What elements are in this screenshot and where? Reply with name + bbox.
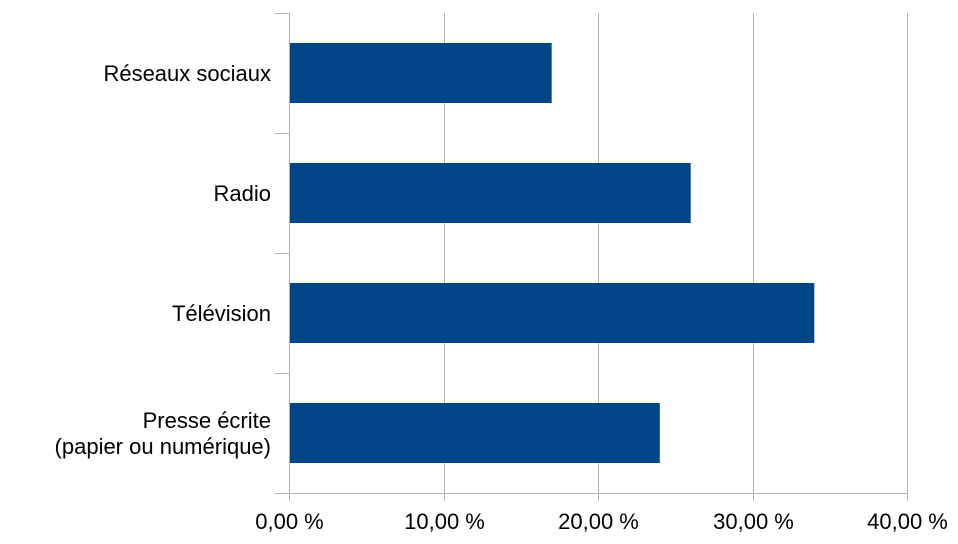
axes-layer [275, 13, 908, 501]
y-category-label: (papier ou numérique) [55, 434, 271, 459]
x-tick-label: 20,00 % [558, 509, 639, 534]
y-category-label: Presse écrite [143, 408, 271, 433]
bars-layer [289, 43, 815, 463]
x-tick-label: 30,00 % [713, 509, 794, 534]
y-category-label: Radio [214, 181, 271, 206]
y-category-label: Réseaux sociaux [103, 61, 271, 86]
bar [289, 43, 552, 103]
bar [289, 163, 691, 223]
labels-layer: 0,00 % 10,00 % 20,00 % 30,00 % 40,00 % Presse… [55, 61, 948, 534]
y-category-label: Télévision [172, 301, 271, 326]
x-tick-label: 40,00 % [867, 509, 948, 534]
bar [289, 283, 815, 343]
x-tick-label: 0,00 % [255, 509, 324, 534]
x-tick-label: 10,00 % [404, 509, 485, 534]
bar [289, 403, 660, 463]
